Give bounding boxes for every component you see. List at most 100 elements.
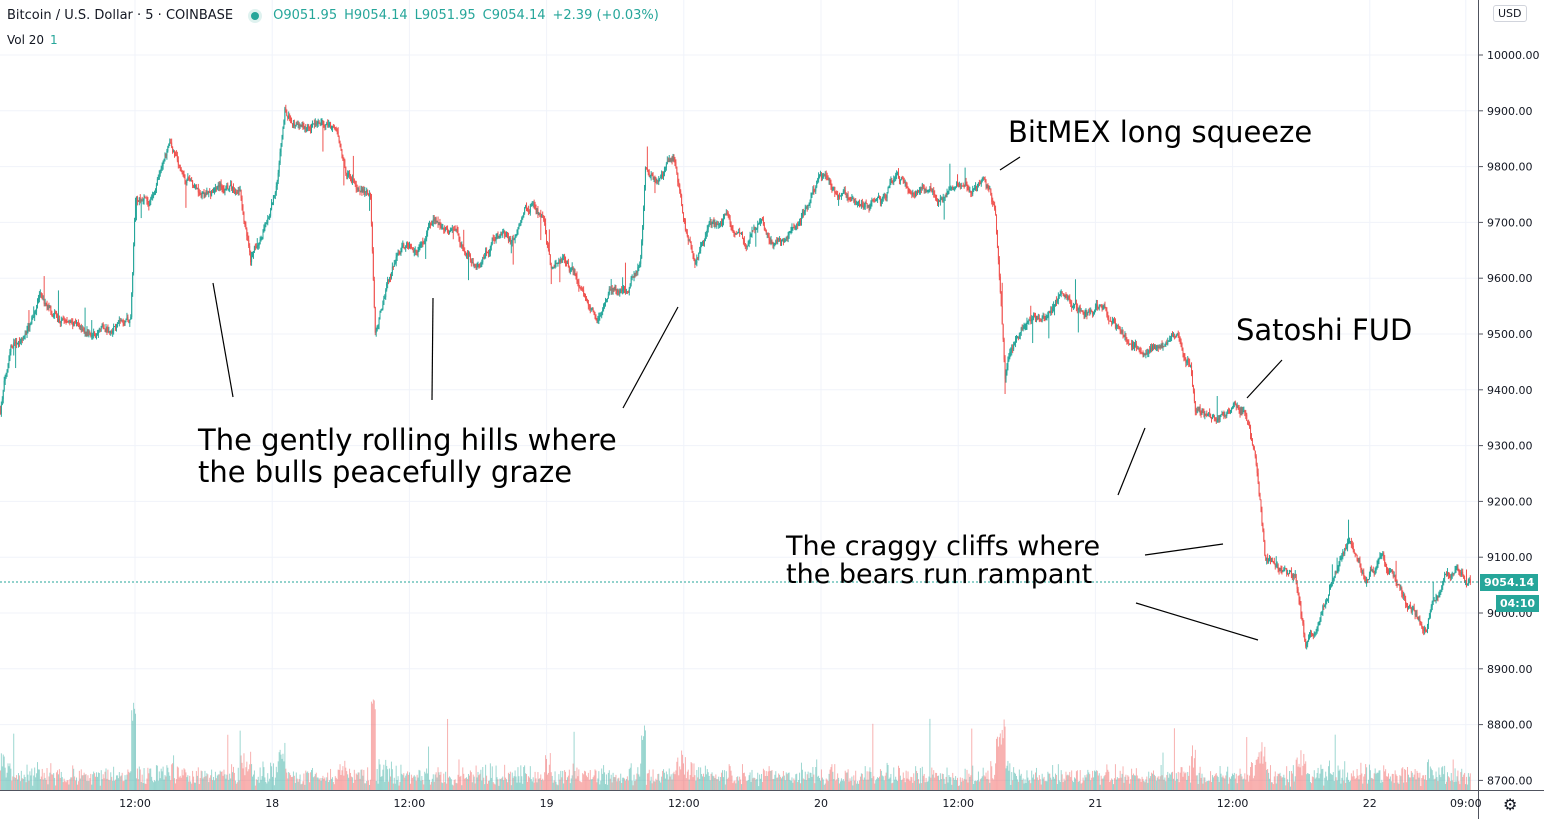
- candle-body: [273, 195, 275, 197]
- volume-bar: [1211, 781, 1213, 790]
- candle-body: [1178, 336, 1180, 338]
- volume-bar: [241, 762, 243, 790]
- volume-bar: [510, 785, 512, 790]
- candle-body: [1267, 557, 1269, 562]
- candle-body: [339, 141, 341, 147]
- candle-body: [17, 343, 19, 345]
- volume-bar: [1396, 775, 1398, 790]
- candle-body: [140, 200, 142, 202]
- volume-bar: [1426, 762, 1428, 790]
- symbol-title[interactable]: Bitcoin / U.S. Dollar · 5 · COINBASE: [7, 8, 234, 23]
- volume-bar: [497, 779, 499, 790]
- candle-body: [500, 233, 502, 236]
- candle-body: [666, 161, 668, 164]
- volume-bar: [712, 775, 714, 790]
- volume-label[interactable]: Vol 20: [7, 33, 45, 47]
- candle-body: [326, 123, 328, 125]
- candle-body: [516, 233, 518, 235]
- volume-bar: [333, 784, 335, 790]
- candle-body: [1063, 294, 1065, 297]
- time-axis[interactable]: 12:00 18 12:00 19 12:00 20 12:00 21 12:00 22 09:00: [119, 797, 1482, 810]
- candle-body: [1125, 335, 1127, 340]
- candle-body: [881, 197, 883, 201]
- candle-body: [1373, 572, 1375, 575]
- candle-body: [350, 176, 352, 180]
- candle-body: [839, 195, 841, 197]
- volume-bar: [495, 765, 497, 790]
- volume-bar: [1098, 773, 1100, 790]
- gear-icon[interactable]: ⚙: [1503, 795, 1518, 814]
- volume-bar: [1007, 760, 1009, 790]
- candle-body: [102, 323, 104, 328]
- candle-body: [210, 192, 212, 196]
- candle-body: [1026, 321, 1028, 326]
- candle-body: [1361, 570, 1363, 574]
- volume-bar: [165, 776, 167, 790]
- candle-body: [381, 308, 383, 311]
- volume-bar: [1389, 776, 1391, 790]
- volume-bar: [12, 776, 14, 790]
- volume-bar: [789, 779, 791, 790]
- volume-bar: [11, 780, 13, 790]
- volume-bar: [648, 769, 650, 790]
- volume-bar: [1083, 780, 1085, 790]
- candle-body: [1035, 317, 1037, 320]
- candle-body: [527, 210, 529, 212]
- volume-bar: [63, 778, 65, 790]
- volume-bar: [905, 770, 907, 790]
- candle-body: [561, 259, 563, 261]
- candle-body: [1204, 413, 1206, 416]
- volume-bar: [175, 779, 177, 790]
- volume-bar: [961, 777, 963, 790]
- candle-body: [946, 192, 948, 197]
- candle-body: [534, 204, 536, 209]
- volume-bar: [1045, 780, 1047, 790]
- candle-body: [376, 325, 378, 331]
- candle-body: [1203, 412, 1205, 416]
- volume-bar: [772, 779, 774, 790]
- candle-body: [1011, 347, 1013, 352]
- volume-bar: [1397, 782, 1399, 790]
- volume-bar: [591, 778, 593, 790]
- candle-body: [694, 260, 696, 265]
- volume-bar: [599, 784, 601, 790]
- volume-bar: [1108, 771, 1110, 790]
- candle-body: [894, 177, 896, 180]
- candle-body: [1338, 562, 1340, 568]
- volume-bar: [248, 769, 250, 790]
- volume-bar: [674, 774, 676, 790]
- volume-bar: [911, 777, 913, 790]
- volume-bar: [182, 775, 184, 790]
- volume-bar: [635, 779, 637, 790]
- candle-body: [1080, 310, 1082, 312]
- volume-bar: [788, 772, 790, 790]
- candle-body: [978, 182, 980, 184]
- volume-bar: [918, 783, 920, 790]
- volume-bar: [273, 785, 275, 790]
- volume-bar: [205, 776, 207, 790]
- candle-body: [98, 328, 100, 331]
- volume-bar: [527, 776, 529, 790]
- volume-bar: [370, 701, 372, 790]
- volume-bar: [876, 778, 878, 790]
- volume-bar: [242, 768, 244, 790]
- candle-body: [1211, 417, 1213, 419]
- candle-body: [212, 191, 214, 193]
- volume-bar: [1427, 759, 1429, 790]
- candle-body: [487, 252, 489, 254]
- candle-body: [1352, 545, 1354, 551]
- candle-body: [1369, 569, 1371, 575]
- candle-body: [118, 320, 120, 324]
- candle-body: [571, 266, 573, 269]
- volume-bar: [486, 775, 488, 790]
- candle-body: [361, 188, 363, 193]
- volume-bar: [266, 783, 268, 790]
- candle-body: [1396, 582, 1398, 585]
- candle-body: [165, 154, 167, 156]
- candle-body: [505, 235, 507, 237]
- currency-button[interactable]: USD: [1493, 5, 1527, 22]
- candle-body: [301, 124, 303, 126]
- candle-body: [1392, 573, 1394, 577]
- candle-body: [1210, 414, 1212, 418]
